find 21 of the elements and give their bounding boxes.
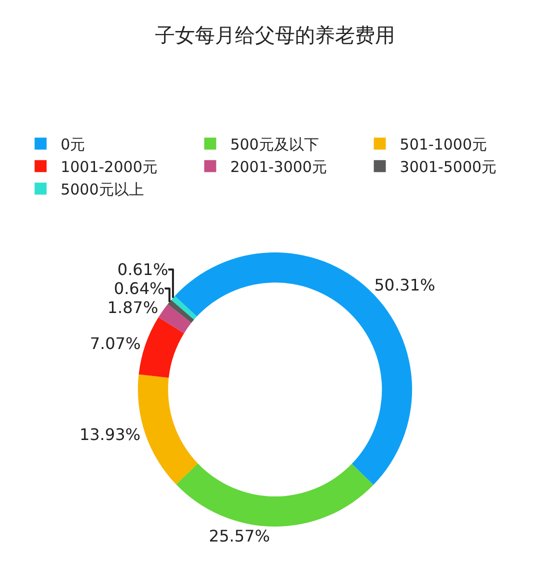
data-label: 13.93% — [79, 425, 140, 444]
legend-label: 500元及以下 — [230, 135, 319, 154]
donut-slice — [138, 374, 198, 484]
data-label: 7.07% — [90, 334, 141, 354]
legend-label: 3001-5000元 — [400, 158, 497, 176]
legend-label: 5000元以上 — [60, 180, 144, 198]
chart-title: 子女每月给父母的养老费用 — [155, 23, 395, 48]
data-label: 0.61% — [117, 260, 168, 279]
data-label: 25.57% — [208, 526, 270, 546]
data-label: 0.64% — [114, 278, 165, 298]
legend-label: 501-1000元 — [400, 135, 488, 154]
legend-label: 2001-3000元 — [230, 158, 327, 176]
donut-slice — [171, 296, 197, 320]
donut-slice — [168, 300, 194, 323]
legend-label: 1001-2000元 — [60, 158, 158, 176]
donut-slice — [138, 317, 184, 378]
legend-label: 0元 — [60, 135, 86, 154]
data-label: 50.31% — [374, 276, 436, 295]
donut-slice — [158, 304, 192, 334]
donut-slice — [176, 464, 374, 526]
data-label: 1.87% — [107, 298, 158, 317]
